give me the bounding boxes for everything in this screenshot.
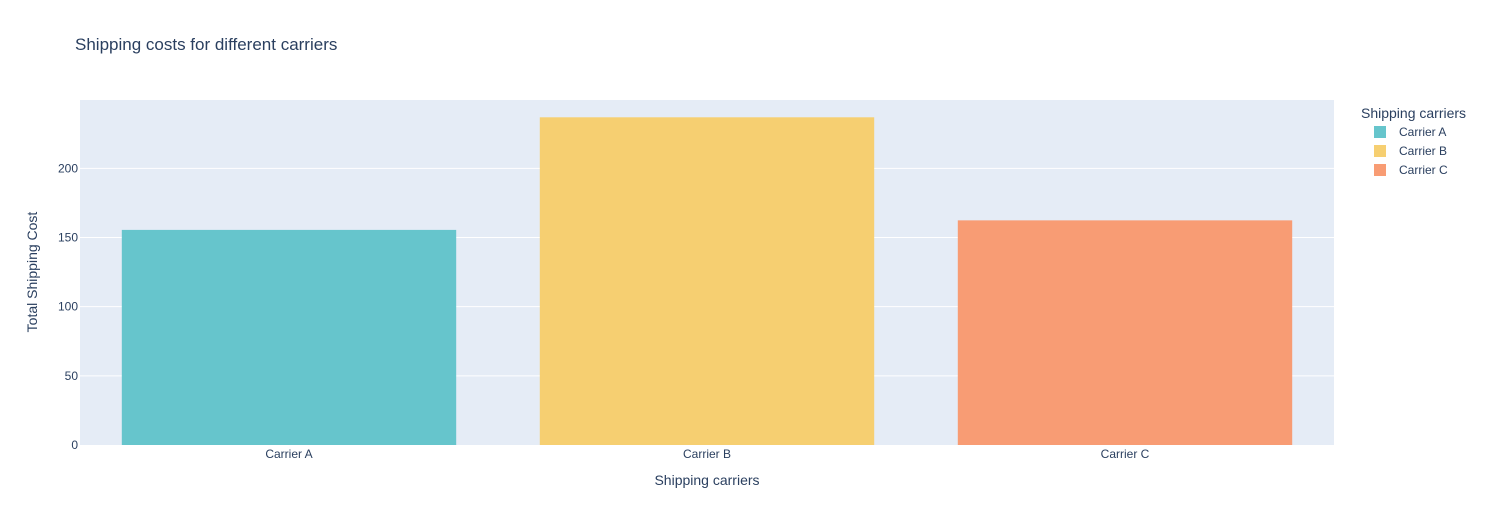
legend-title: Shipping carriers <box>1361 105 1466 121</box>
y-tick-label: 150 <box>58 231 78 245</box>
y-tick-label: 200 <box>58 161 78 175</box>
y-tick-label: 0 <box>71 438 78 452</box>
bars <box>121 117 1293 445</box>
y-axis-title: Total Shipping Cost <box>24 212 40 333</box>
bar-carrier-c <box>957 220 1293 445</box>
legend-items: Carrier A Carrier B Carrier C <box>1374 125 1448 177</box>
legend-item[interactable]: Carrier A <box>1374 125 1446 139</box>
y-tick-label: 100 <box>58 300 78 314</box>
legend-label: Carrier B <box>1399 144 1447 158</box>
y-axis-ticks: 0 50 100 150 200 <box>58 161 78 452</box>
legend-item[interactable]: Carrier C <box>1374 163 1448 177</box>
x-axis-ticks: Carrier A Carrier B Carrier C <box>265 447 1149 461</box>
legend-swatch <box>1374 164 1386 176</box>
x-tick-label: Carrier C <box>1101 447 1150 461</box>
legend-label: Carrier C <box>1399 163 1448 177</box>
legend-item[interactable]: Carrier B <box>1374 144 1447 158</box>
chart-title: Shipping costs for different carriers <box>75 35 337 54</box>
x-axis-title: Shipping carriers <box>654 472 759 488</box>
y-tick-label: 50 <box>65 369 79 383</box>
x-tick-label: Carrier A <box>265 447 312 461</box>
legend-swatch <box>1374 126 1386 138</box>
bar-carrier-a <box>121 229 457 445</box>
bar-carrier-b <box>539 117 875 445</box>
legend-label: Carrier A <box>1399 125 1446 139</box>
x-tick-label: Carrier B <box>683 447 731 461</box>
legend-swatch <box>1374 145 1386 157</box>
